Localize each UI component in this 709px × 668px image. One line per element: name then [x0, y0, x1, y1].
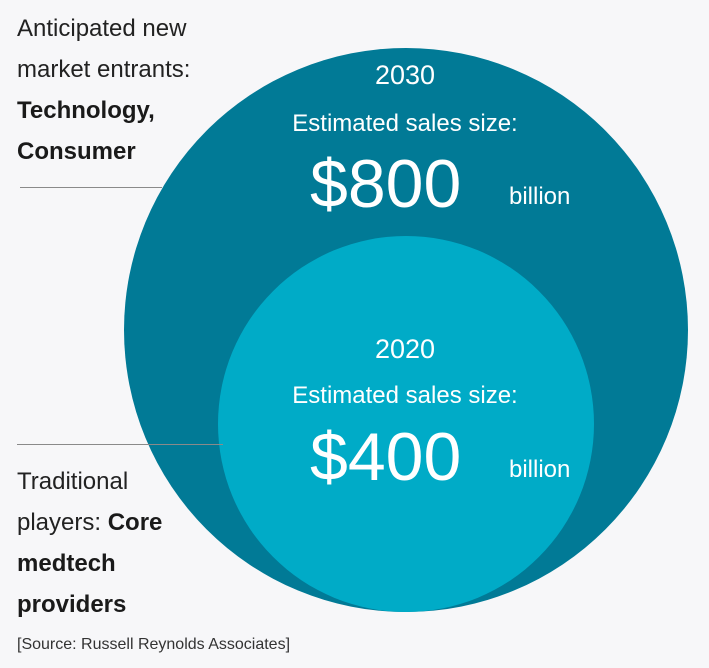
new-entrants-label: Anticipated new market entrants: Technol…	[17, 8, 190, 172]
new-entrants-bold2: Consumer	[17, 138, 136, 165]
outer-unit: billion	[509, 183, 571, 210]
leader-line-2030	[20, 187, 162, 188]
source-note: [Source: Russell Reynolds Associates]	[17, 636, 291, 653]
new-entrants-bold1: Technology,	[17, 97, 155, 124]
leader-line-2020	[17, 444, 223, 445]
inner-amount: $400	[310, 419, 462, 495]
traditional-label: Traditional players: Core medtech provid…	[17, 461, 162, 625]
inner-label: Estimated sales size:	[292, 382, 518, 409]
inner-unit: billion	[509, 456, 571, 483]
inner-circle-2020	[218, 236, 594, 612]
outer-amount: $800	[310, 146, 462, 222]
new-entrants-line2: market entrants:	[17, 56, 191, 83]
traditional-line1: Traditional	[17, 468, 129, 495]
traditional-prefix: players:	[17, 509, 108, 536]
new-entrants-line1: Anticipated new	[17, 15, 187, 42]
inner-year: 2020	[374, 334, 436, 364]
outer-label: Estimated sales size:	[292, 110, 518, 137]
outer-year: 2030	[374, 60, 436, 90]
traditional-bold3: providers	[17, 591, 127, 618]
traditional-bold2: medtech	[17, 550, 116, 577]
traditional-bold1: Core	[107, 509, 163, 536]
